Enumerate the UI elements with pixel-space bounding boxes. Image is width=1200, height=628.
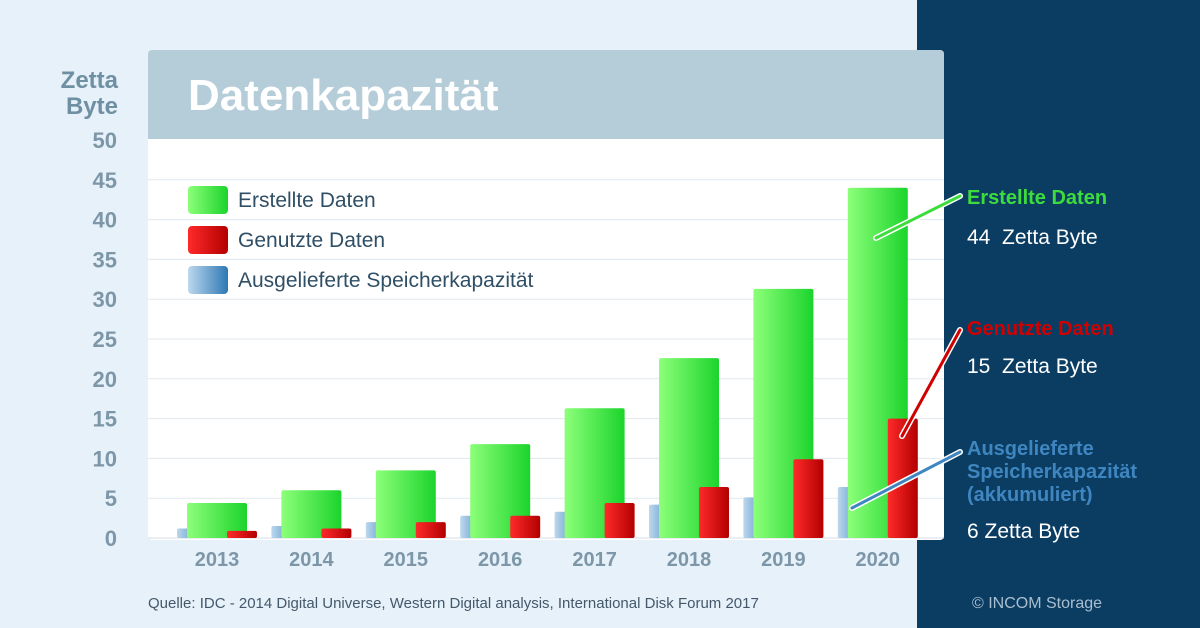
bar-created	[470, 444, 531, 538]
legend-created-label: Erstellte Daten	[238, 189, 376, 212]
copyright-note: © INCOM Storage	[972, 595, 1103, 612]
x-tick-label: 2015	[384, 549, 429, 571]
y-tick-label: 15	[93, 407, 117, 432]
source-note: Quelle: IDC - 2014 Digital Universe, Wes…	[148, 595, 759, 612]
y-tick-label: 0	[105, 526, 117, 551]
bar-created	[187, 502, 247, 538]
y-axis-label-line-2: Byte	[65, 93, 118, 120]
x-tick-label: 2014	[289, 549, 334, 571]
x-tick-label: 2016	[478, 549, 523, 571]
legend-storage-label: Ausgelieferte Speicherkapazität	[238, 269, 534, 292]
x-tick-label: 2020	[856, 549, 901, 571]
y-axis-label-line-1: Zetta	[60, 67, 118, 94]
y-tick-label: 40	[93, 208, 117, 233]
y-tick-label: 20	[93, 367, 117, 392]
bar-created	[375, 470, 436, 538]
bar-used	[699, 487, 729, 538]
callout-used-value: 15 Zetta Byte	[967, 355, 1098, 378]
bar-created	[281, 490, 342, 538]
y-tick-label: 35	[93, 247, 117, 272]
x-tick-label: 2019	[761, 549, 806, 571]
x-tick-label: 2017	[572, 549, 617, 571]
x-tick-label: 2018	[667, 549, 712, 571]
bar-used	[793, 459, 824, 538]
y-tick-label: 5	[105, 486, 117, 511]
callout-created-value: 44 Zetta Byte	[967, 226, 1098, 249]
legend-storage-swatch	[188, 266, 228, 294]
y-axis-label: Zetta Byte	[48, 68, 118, 120]
right-panel	[917, 0, 1200, 628]
leader-line-created	[874, 194, 962, 240]
chart-title: Datenkapazität	[188, 71, 499, 120]
bar-used	[604, 502, 635, 538]
chart-header	[148, 50, 944, 139]
bar-used	[321, 528, 352, 538]
y-tick-label: 10	[93, 446, 117, 471]
leader-line-used	[900, 328, 962, 438]
y-tick-label: 30	[93, 287, 117, 312]
callout-storage-value: 6 Zetta Byte	[967, 520, 1081, 543]
callout-created-title: Erstellte Daten	[967, 187, 1108, 209]
legend-used-label: Genutzte Daten	[238, 229, 385, 252]
y-tick-label: 45	[93, 168, 117, 193]
y-tick-label: 50	[93, 128, 117, 153]
x-tick-label: 2013	[195, 549, 240, 571]
bar-used	[415, 522, 446, 538]
legend-created-swatch	[188, 186, 228, 214]
bar-used	[510, 515, 541, 538]
legend-used-swatch	[188, 226, 228, 254]
bar-used	[227, 530, 257, 538]
callout-used-title: Genutzte Daten	[967, 318, 1114, 340]
callout-storage-title: Ausgelieferte Speicherkapazität (akkumul…	[967, 438, 1138, 506]
y-tick-label: 25	[93, 327, 117, 352]
leader-line-storage	[850, 450, 962, 510]
